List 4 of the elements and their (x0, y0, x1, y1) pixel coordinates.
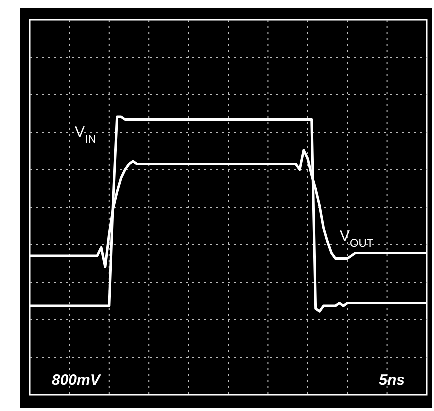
series-label: V$_{IN}$ (75, 124, 96, 146)
series-label: V$_{OUT}$ (340, 228, 374, 250)
annotation: 800mV (52, 372, 102, 389)
annotation: 5ns (379, 372, 405, 389)
